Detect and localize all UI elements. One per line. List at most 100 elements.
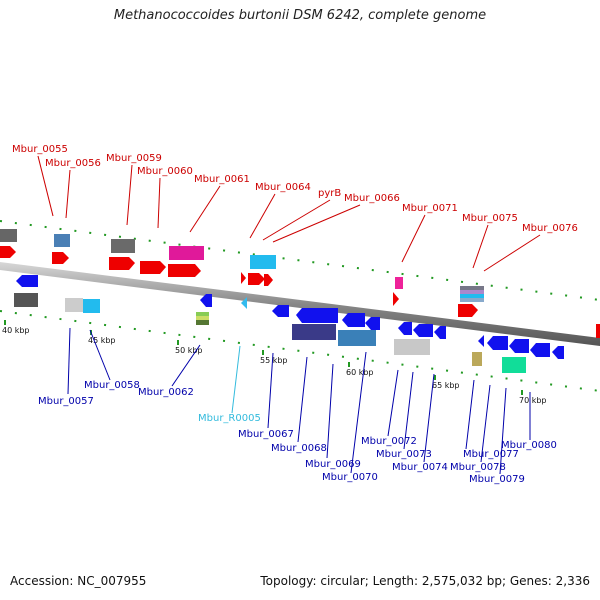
- forward-gene-label[interactable]: Mbur_0071: [402, 203, 458, 214]
- tick-label: 60 kbp: [346, 368, 374, 377]
- leader-line: [37, 155, 54, 217]
- gene-arrow[interactable]: [478, 335, 484, 347]
- forward-gene-label[interactable]: Mbur_0060: [137, 166, 193, 177]
- leader-line: [401, 214, 426, 263]
- gene-arrow[interactable]: [16, 275, 38, 287]
- forward-gene-label[interactable]: Mbur_0056: [45, 158, 101, 169]
- leader-line: [423, 373, 435, 463]
- leader-line: [297, 356, 308, 443]
- reverse-gene-label[interactable]: Mbur_0058: [84, 380, 140, 391]
- feature-box[interactable]: [460, 290, 484, 294]
- gene-arrow[interactable]: [52, 252, 69, 264]
- reverse-gene-label[interactable]: Mbur_0073: [376, 449, 432, 460]
- gene-arrow[interactable]: [200, 294, 212, 307]
- accession-text: Accession: NC_007955: [10, 574, 147, 588]
- gene-arrow[interactable]: [398, 322, 412, 335]
- feature-box[interactable]: [65, 298, 83, 312]
- feature-box[interactable]: [394, 339, 430, 355]
- leader-line: [267, 352, 274, 429]
- feature-box[interactable]: [0, 229, 17, 242]
- gene-arrow[interactable]: [0, 246, 16, 258]
- reverse-gene-label[interactable]: Mbur_0072: [361, 436, 417, 447]
- gene-arrow[interactable]: [296, 308, 338, 323]
- leader-line: [89, 329, 111, 381]
- gene-arrow[interactable]: [434, 326, 446, 339]
- gene-arrow[interactable]: [248, 273, 265, 285]
- reverse-gene-label[interactable]: Mbur_0070: [322, 472, 378, 483]
- gene-arrow[interactable]: [109, 257, 135, 270]
- gene-arrow[interactable]: [596, 324, 600, 338]
- leader-line: [231, 345, 241, 414]
- gene-arrow[interactable]: [140, 261, 166, 274]
- reverse-gene-label[interactable]: Mbur_0067: [238, 429, 294, 440]
- forward-gene-label[interactable]: Mbur_0064: [255, 182, 311, 193]
- forward-outer-guide: [0, 220, 600, 301]
- gene-arrow[interactable]: [509, 339, 529, 353]
- gene-arrow[interactable]: [393, 292, 399, 306]
- forward-gene-label[interactable]: Mbur_0066: [344, 193, 400, 204]
- reverse-gene-label[interactable]: Mbur_0062: [138, 387, 194, 398]
- reverse-gene-label[interactable]: Mbur_0078: [450, 462, 506, 473]
- feature-box[interactable]: [292, 324, 336, 340]
- tick-label: 45 kbp: [88, 336, 116, 345]
- forward-gene-label[interactable]: Mbur_0055: [12, 144, 68, 155]
- feature-box[interactable]: [460, 294, 484, 298]
- leader-line: [171, 344, 201, 387]
- feature-box[interactable]: [502, 357, 526, 373]
- leader-line: [465, 379, 475, 450]
- feature-box[interactable]: [83, 299, 100, 313]
- gene-arrow[interactable]: [365, 317, 380, 330]
- forward-gene-label[interactable]: Mbur_0076: [522, 223, 578, 234]
- reverse-gene-label[interactable]: Mbur_0080: [501, 440, 557, 451]
- forward-gene-label[interactable]: Mbur_0061: [194, 174, 250, 185]
- gene-arrow[interactable]: [241, 297, 247, 309]
- gene-arrow[interactable]: [264, 274, 273, 286]
- reverse-gene-label[interactable]: Mbur_0069: [305, 459, 361, 470]
- forward-gene-label[interactable]: pyrB: [318, 188, 341, 199]
- forward-gene-label[interactable]: Mbur_0075: [462, 213, 518, 224]
- gene-arrow[interactable]: [487, 336, 508, 350]
- reverse-gene-label[interactable]: Mbur_0057: [38, 396, 94, 407]
- reverse-gene-label[interactable]: Mbur_0068: [271, 443, 327, 454]
- reverse-gene-label[interactable]: Mbur_0079: [469, 474, 525, 485]
- leader-line: [65, 169, 71, 219]
- gene-arrow[interactable]: [530, 343, 550, 357]
- reverse-gene-label[interactable]: Mbur_0077: [463, 449, 519, 460]
- feature-box[interactable]: [169, 246, 204, 260]
- forward-features: [0, 229, 484, 302]
- leader-line: [262, 199, 331, 241]
- gene-arrow[interactable]: [241, 272, 246, 284]
- page-title: Methanococcoides burtonii DSM 6242, comp…: [113, 8, 487, 23]
- gene-arrow[interactable]: [272, 305, 289, 317]
- leader-line: [126, 164, 133, 226]
- leader-line: [350, 351, 367, 474]
- feature-box[interactable]: [111, 239, 135, 253]
- gene-arrow[interactable]: [552, 346, 564, 359]
- gene-arrow[interactable]: [413, 324, 433, 337]
- feature-box[interactable]: [472, 352, 482, 366]
- forward-gene-label[interactable]: Mbur_0059: [106, 153, 162, 164]
- feature-box[interactable]: [14, 293, 38, 307]
- gene-arrow[interactable]: [342, 313, 365, 327]
- reverse-gene-label[interactable]: Mbur_0074: [392, 462, 448, 473]
- feature-box[interactable]: [460, 298, 484, 302]
- gene-arrow[interactable]: [458, 304, 478, 317]
- tick-label: 70 kbp: [519, 396, 547, 405]
- leader-line: [483, 234, 541, 272]
- gene-arrow[interactable]: [168, 264, 201, 277]
- feature-box[interactable]: [338, 330, 376, 346]
- leader-line: [157, 177, 161, 229]
- feature-box[interactable]: [395, 277, 403, 289]
- feature-box[interactable]: [196, 312, 209, 316]
- genome-summary: Topology: circular; Length: 2,575,032 bp…: [260, 574, 590, 588]
- feature-box[interactable]: [196, 320, 209, 325]
- feature-box[interactable]: [196, 316, 209, 320]
- feature-box[interactable]: [54, 234, 70, 247]
- leader-line: [499, 387, 507, 475]
- leader-line: [403, 371, 414, 450]
- feature-box[interactable]: [460, 286, 484, 290]
- feature-box[interactable]: [250, 255, 276, 269]
- reverse-gene-label[interactable]: Mbur_R0005: [198, 413, 261, 424]
